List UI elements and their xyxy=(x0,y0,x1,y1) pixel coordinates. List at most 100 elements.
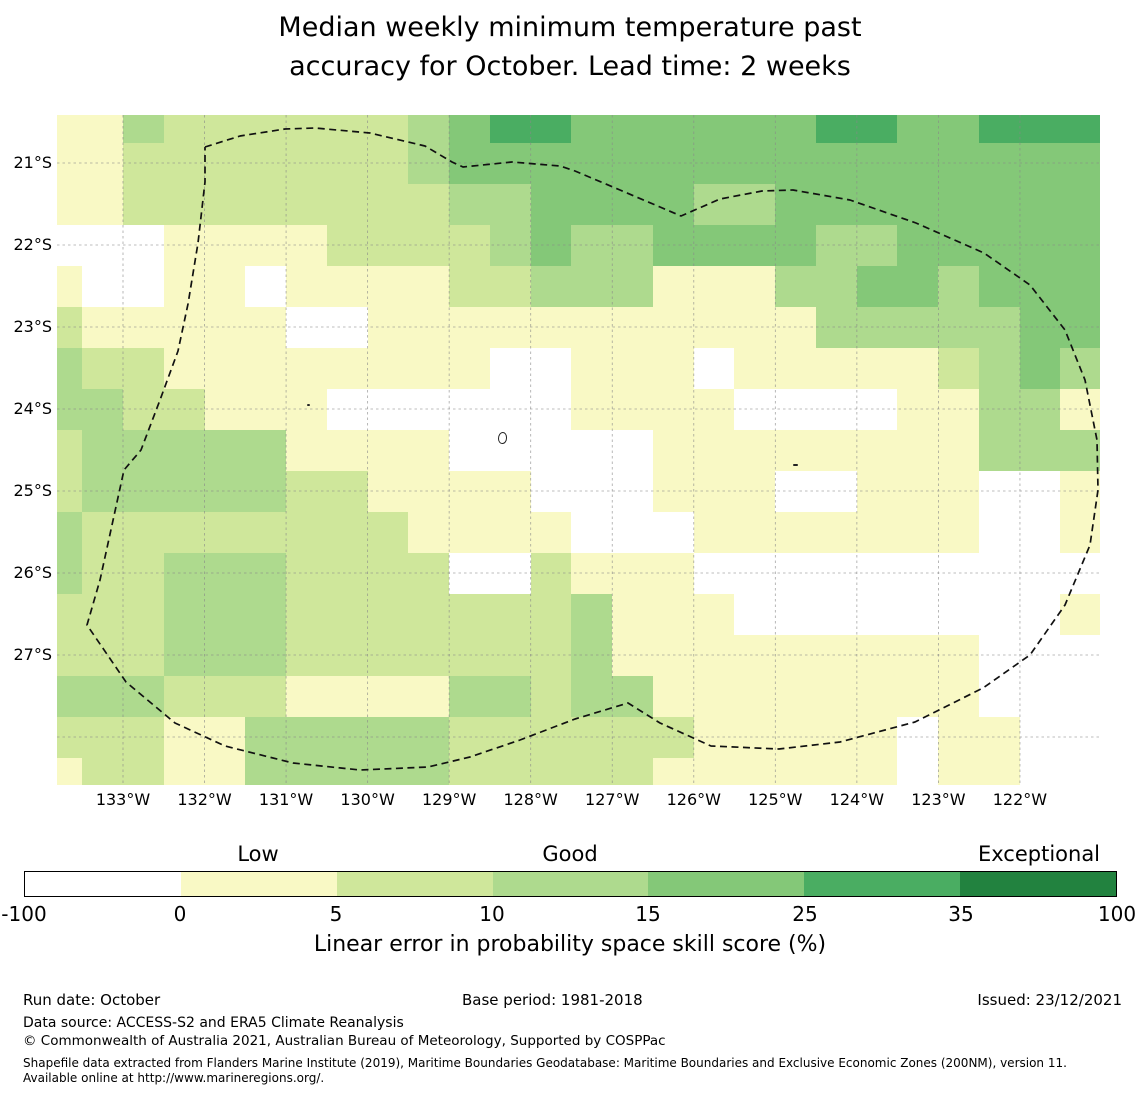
heatmap-cell xyxy=(652,593,694,635)
heatmap-cell xyxy=(82,115,123,143)
heatmap-cell xyxy=(897,511,938,553)
heatmap-cell xyxy=(775,511,816,553)
heatmap-cell xyxy=(326,115,368,143)
x-tick-label: 133°W xyxy=(95,790,151,809)
heatmap-cell xyxy=(57,593,83,635)
heatmap-cell xyxy=(734,347,775,389)
heatmap-cell xyxy=(571,757,612,785)
heatmap-cell xyxy=(286,347,327,389)
y-tick-label: 23°S xyxy=(13,317,52,336)
colorbar-segment xyxy=(960,872,1117,896)
heatmap-cell xyxy=(57,183,83,225)
heatmap-cell xyxy=(449,511,490,553)
heatmap-cell xyxy=(530,593,572,635)
heatmap-cell xyxy=(571,183,612,225)
heatmap-cell xyxy=(938,675,979,717)
heatmap-cells xyxy=(57,115,1100,785)
heatmap-cell xyxy=(652,511,694,553)
colorbar-tick-label: 15 xyxy=(635,902,661,926)
heatmap-cell xyxy=(693,183,735,225)
heatmap-cell xyxy=(734,757,775,785)
heatmap-cell xyxy=(978,115,1020,143)
heatmap-cell xyxy=(408,511,449,553)
heatmap-cell xyxy=(286,675,327,717)
heatmap-cell xyxy=(82,265,123,307)
heatmap-cell xyxy=(245,429,286,471)
heatmap-cell xyxy=(897,115,938,143)
heatmap-cell xyxy=(652,115,694,143)
heatmap-cell xyxy=(326,347,368,389)
x-tick-label: 130°W xyxy=(340,790,395,809)
chart-title-line2: accuracy for October. Lead time: 2 weeks xyxy=(289,51,851,82)
heatmap-cell xyxy=(1060,675,1100,717)
heatmap-cell xyxy=(449,115,490,143)
heatmap-cell xyxy=(652,675,694,717)
colorbar-tick-label: 100 xyxy=(1097,902,1137,926)
colorbar-category-label: Exceptional xyxy=(977,842,1101,866)
heatmap-cell xyxy=(612,265,653,307)
heatmap-cell xyxy=(856,115,898,143)
heatmap-cell xyxy=(204,757,246,785)
heatmap-cell xyxy=(612,347,653,389)
graticule-gridlines xyxy=(57,115,1100,785)
heatmap-cell xyxy=(856,757,898,785)
heatmap-cell xyxy=(571,347,612,389)
colorbar-segment xyxy=(336,872,493,896)
heatmap-cell xyxy=(489,757,531,785)
x-tick-label: 124°W xyxy=(829,790,885,809)
heatmap-cell xyxy=(245,593,286,635)
heatmap-cell xyxy=(612,115,653,143)
heatmap-cell xyxy=(367,429,409,471)
heatmap-cell xyxy=(57,115,83,143)
island-dot-icon xyxy=(307,404,310,406)
colorbar-tick-label: 0 xyxy=(173,902,187,926)
heatmap-cell xyxy=(734,511,775,553)
heatmap-cell xyxy=(326,183,368,225)
heatmap-cell xyxy=(652,265,694,307)
y-tick-label: 27°S xyxy=(13,645,52,664)
y-tick-label: 24°S xyxy=(13,399,52,418)
heatmap-cell xyxy=(775,757,816,785)
heatmap-cell xyxy=(449,183,490,225)
heatmap-cell xyxy=(489,675,531,717)
heatmap-cell xyxy=(57,675,83,717)
heatmap-cell xyxy=(978,757,1020,785)
heatmap-cell xyxy=(652,183,694,225)
heatmap-cell xyxy=(245,347,286,389)
heatmap-cell xyxy=(82,511,123,553)
heatmap-cell xyxy=(938,183,979,225)
heatmap-cell xyxy=(978,511,1020,553)
heatmap-cell xyxy=(897,675,938,717)
heatmap-cell xyxy=(286,757,327,785)
x-tick-label: 125°W xyxy=(748,790,803,809)
eez-boundary-outline xyxy=(86,127,1099,771)
heatmap-cell xyxy=(734,675,775,717)
colorbar-segment xyxy=(648,872,805,896)
heatmap-cell xyxy=(245,115,286,143)
heatmap-cell xyxy=(204,183,246,225)
heatmap-cell xyxy=(489,511,531,553)
chart-title-line1: Median weekly minimum temperature past xyxy=(278,12,862,43)
heatmap-cell xyxy=(938,115,979,143)
colorbar-segment xyxy=(180,872,337,896)
heatmap-cell xyxy=(1019,429,1061,471)
colorbar-category-label: Low xyxy=(237,842,279,866)
heatmap-cell xyxy=(652,429,694,471)
x-tick-label: 129°W xyxy=(421,790,477,809)
heatmap-cell xyxy=(734,429,775,471)
heatmap-cell xyxy=(449,675,490,717)
colorbar xyxy=(24,871,1117,897)
island-outline-icon xyxy=(498,432,507,444)
heatmap-cell xyxy=(204,675,246,717)
chart-title: Median weekly minimum temperature past a… xyxy=(0,8,1140,86)
heatmap-cell xyxy=(245,757,286,785)
heatmap-cell xyxy=(286,593,327,635)
copyright-text: © Commonwealth of Australia 2021, Austra… xyxy=(23,1033,666,1049)
data-source-text: Data source: ACCESS-S2 and ERA5 Climate … xyxy=(23,1015,404,1031)
heatmap-cell xyxy=(163,675,205,717)
heatmap-cell xyxy=(1019,183,1061,225)
heatmap-cell xyxy=(693,429,735,471)
heatmap-cell xyxy=(408,347,449,389)
heatmap-cell xyxy=(489,593,531,635)
